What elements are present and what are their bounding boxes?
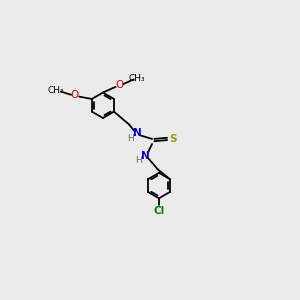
- Text: N: N: [133, 128, 141, 138]
- Text: H: H: [135, 156, 142, 165]
- Text: CH₃: CH₃: [48, 86, 64, 95]
- Text: S: S: [169, 134, 177, 144]
- Text: Cl: Cl: [153, 206, 165, 216]
- Text: O: O: [116, 80, 124, 90]
- Text: O: O: [70, 91, 79, 100]
- Text: N: N: [141, 151, 149, 160]
- Text: H: H: [127, 134, 134, 143]
- Text: CH₃: CH₃: [129, 74, 146, 82]
